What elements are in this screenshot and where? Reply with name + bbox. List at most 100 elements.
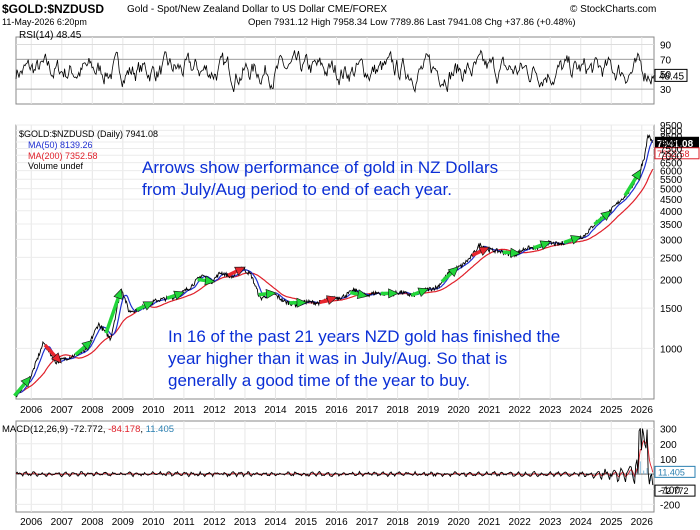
performance-arrow-head bbox=[631, 168, 642, 181]
annotation-bottom-line-3: generally a good time of the year to buy… bbox=[168, 371, 471, 390]
x-tick-label: 2013 bbox=[234, 405, 257, 416]
x-tick-label-bottom: 2023 bbox=[539, 517, 562, 528]
price-tick-label: 3500 bbox=[660, 220, 683, 231]
price-tick-label: 5000 bbox=[660, 185, 683, 196]
macd-hist-last-value: 11.405 bbox=[658, 467, 685, 477]
x-tick-label-bottom: 2016 bbox=[325, 517, 348, 528]
rsi-last-value: 48.45 bbox=[659, 71, 684, 82]
x-tick-label-bottom: 2025 bbox=[600, 517, 623, 528]
annotation-top-line-1: Arrows show performance of gold in NZ Do… bbox=[142, 158, 499, 177]
x-tick-label-bottom: 2006 bbox=[20, 517, 43, 528]
x-tick-label: 2006 bbox=[20, 405, 43, 416]
price-tick-label: 6500 bbox=[660, 159, 683, 170]
rsi-last-value-box bbox=[654, 68, 688, 82]
macd-tick-label: 300 bbox=[660, 425, 677, 436]
performance-arrow-head bbox=[265, 288, 277, 299]
x-tick-label: 2018 bbox=[386, 405, 409, 416]
macd-legend-macd: MACD(12,26,9) -72.772 bbox=[2, 424, 103, 435]
x-tick-label: 2017 bbox=[356, 405, 379, 416]
performance-arrow-head bbox=[204, 275, 216, 286]
x-tick-label-bottom: 2007 bbox=[51, 517, 74, 528]
ma200-last-value-box bbox=[654, 147, 700, 160]
price-tick-label: 3000 bbox=[660, 235, 683, 246]
x-tick-label-bottom: 2022 bbox=[509, 517, 532, 528]
price-tick-label: 2500 bbox=[660, 253, 683, 264]
x-tick-label-bottom: 2011 bbox=[173, 517, 195, 528]
rsi-line bbox=[15, 49, 655, 93]
price-last-value: 7941.08 bbox=[657, 139, 694, 150]
performance-arrow-head bbox=[417, 287, 430, 297]
x-tick-label: 2019 bbox=[417, 405, 440, 416]
macd-line bbox=[15, 428, 654, 486]
axis-labels: 2006 2006 2007 2007 2008 2008 2009 2009 2010 2010… bbox=[20, 40, 683, 528]
x-tick-label: 2009 bbox=[112, 405, 135, 416]
performance-arrow-head bbox=[81, 339, 93, 351]
price-tick-label: 5500 bbox=[660, 175, 683, 186]
performance-arrow-head bbox=[173, 290, 185, 301]
macd-tick-label: -200 bbox=[660, 500, 680, 511]
ohlc-readout: Open 7931.12 High 7958.34 Low 7789.86 La… bbox=[248, 17, 576, 28]
price-tick-label: 7500 bbox=[660, 144, 683, 155]
x-tick-label-bottom: 2026 bbox=[631, 517, 654, 528]
performance-arrow-head bbox=[600, 210, 612, 221]
macd-tick-label: 100 bbox=[660, 455, 677, 466]
x-tick-label: 2021 bbox=[478, 405, 501, 416]
x-tick-label-bottom: 2014 bbox=[264, 517, 287, 528]
x-tick-label: 2014 bbox=[264, 405, 287, 416]
volume-legend: Volume undef bbox=[28, 161, 84, 171]
ma50-legend: MA(50) 8139.26 bbox=[28, 140, 93, 150]
performance-arrow-head bbox=[509, 247, 521, 258]
performance-arrow-head bbox=[539, 240, 552, 250]
grid-lines bbox=[16, 37, 654, 512]
performance-arrow-head bbox=[113, 288, 123, 300]
rsi-legend: RSI(14) 48.45 bbox=[19, 30, 82, 41]
performance-arrow-head bbox=[234, 266, 246, 276]
annotation-top: Arrows show performance of gold in NZ Do… bbox=[142, 157, 498, 201]
x-tick-label: 2026 bbox=[631, 405, 654, 416]
performance-arrow-head bbox=[570, 235, 582, 245]
macd-tick-label: -100 bbox=[660, 485, 680, 496]
performance-arrow-shaft bbox=[104, 291, 123, 334]
performance-arrow-head bbox=[51, 352, 62, 364]
price-tick-label: 8500 bbox=[660, 132, 683, 143]
x-tick-label: 2012 bbox=[203, 405, 226, 416]
macd-hist-last-box bbox=[654, 465, 696, 478]
x-tick-label: 2010 bbox=[142, 405, 165, 416]
x-tick-label-bottom: 2010 bbox=[142, 517, 165, 528]
annotation-bottom-line-2: year higher than it was in July/Aug. So … bbox=[168, 349, 508, 368]
x-tick-label-bottom: 2008 bbox=[81, 517, 104, 528]
macd-legend: MACD(12,26,9) -72.772, -84.178, 11.405 bbox=[2, 424, 175, 435]
x-tick-label: 2022 bbox=[509, 405, 532, 416]
price-tick-label: 9000 bbox=[660, 126, 683, 137]
macd-last-value: -72.772 bbox=[658, 486, 689, 496]
annotation-top-line-2: from July/Aug period to end of each year… bbox=[142, 180, 452, 199]
x-tick-label-bottom: 2017 bbox=[356, 517, 379, 528]
price-tick-label: 9500 bbox=[660, 121, 683, 132]
x-tick-label: 2011 bbox=[173, 405, 195, 416]
price-tick-label: 4000 bbox=[660, 207, 683, 218]
ma200-last-value: 7352.58 bbox=[657, 149, 690, 159]
annotation-bottom: In 16 of the past 21 years NZD gold has … bbox=[168, 326, 560, 392]
x-tick-label: 2015 bbox=[295, 405, 318, 416]
performance-arrow-head bbox=[20, 375, 32, 388]
x-tick-label-bottom: 2013 bbox=[234, 517, 257, 528]
performance-arrow-head bbox=[326, 295, 338, 305]
price-tick-label: 2000 bbox=[660, 276, 683, 287]
rsi-tick-label: 30 bbox=[660, 85, 672, 96]
chart-symbol: $GOLD:$NZDUSD bbox=[2, 2, 105, 16]
price-tick-label: 1500 bbox=[660, 304, 683, 315]
macd-tick-label: 200 bbox=[660, 440, 677, 451]
x-tick-label: 2025 bbox=[600, 405, 623, 416]
ma200-line bbox=[15, 168, 654, 397]
rsi-tick-label: 90 bbox=[660, 40, 672, 51]
price-tick-label: 1000 bbox=[660, 344, 683, 355]
x-tick-label-bottom: 2012 bbox=[203, 517, 226, 528]
macd-signal-line bbox=[15, 439, 654, 478]
performance-arrow-head bbox=[447, 266, 459, 278]
rsi-panel-frame bbox=[15, 36, 655, 105]
performance-arrow-head bbox=[142, 301, 155, 311]
x-tick-label-bottom: 2021 bbox=[478, 517, 501, 528]
rsi-layer: 48.45 bbox=[15, 49, 688, 93]
